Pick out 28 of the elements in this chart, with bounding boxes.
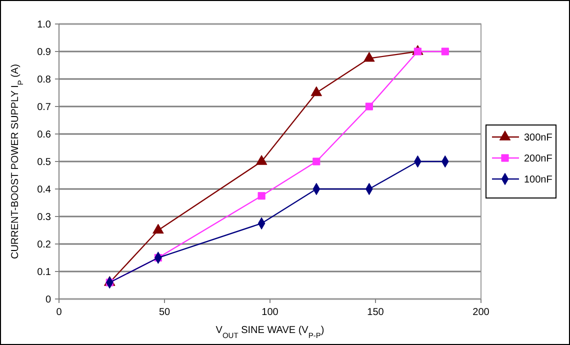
y-tick-label: 0.7 [37,102,52,113]
legend-label: 200nF [524,154,552,164]
y-tick-label: 0.1 [37,267,52,278]
point [258,192,266,200]
legend-label: 300nF [524,132,552,144]
y-tick-label: 0.9 [37,47,52,58]
point [310,86,322,96]
x-tick-label: 0 [56,307,62,318]
y-tick-label: 1.0 [37,20,52,30]
x-tick-label: 100 [262,307,279,318]
x-tick-label: 150 [367,307,384,318]
point [365,102,373,110]
x-tick-label: 50 [158,307,170,318]
legend-label: 100nF [524,174,552,186]
y-tick-label: 0.8 [37,74,52,86]
y-tick-label: 0.6 [37,130,52,140]
x-axis-title: V$_{OUT}$ SINE WAVE (V$_{P-P}$) [216,325,324,340]
y-tick-label: 0.2 [37,240,52,250]
y-tick-label: 0.5 [37,157,52,168]
point [256,155,268,165]
point [152,224,164,234]
x-tick-label: 200 [472,307,490,318]
y-tick-label: 0.4 [37,184,52,196]
point [364,52,375,62]
y-tick-label: 0.3 [37,212,52,223]
point [312,158,320,166]
point [441,48,449,56]
y-tick-label: 0 [45,294,52,306]
